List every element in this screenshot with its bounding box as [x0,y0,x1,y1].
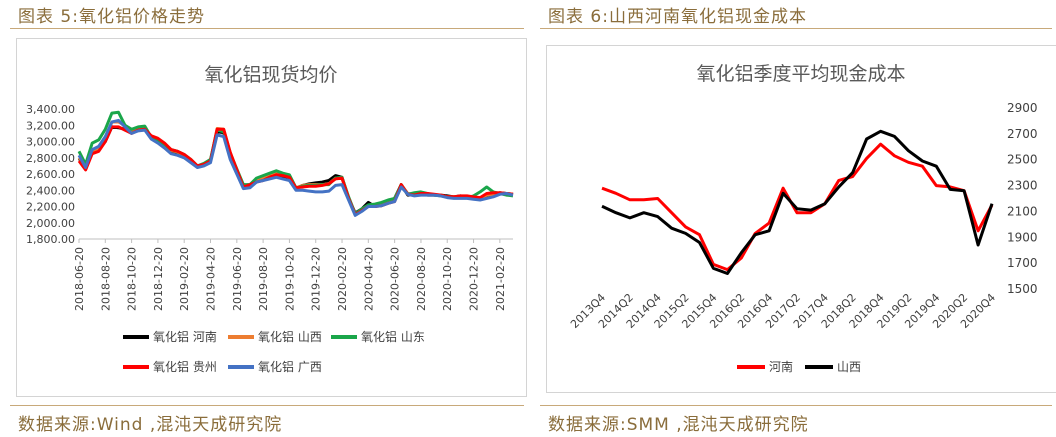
left-figure-caption: 图表 5:氧化铝价格走势 [18,7,205,27]
x-tick-label: 2018-08-20 [99,247,112,311]
y-tick-label: 2900 [1007,101,1038,115]
y-tick-label: 2,200.00 [26,201,75,214]
right-source-note: 数据来源:SMM ,混沌天成研究院 [548,415,809,435]
x-tick-label: 2018-06-20 [73,247,86,311]
x-tick-label: 2019-04-20 [205,247,218,311]
x-tick-label: 2018-12-20 [152,247,165,311]
x-tick-label: 2019-08-20 [257,247,270,311]
x-tick-label: 2018-10-20 [126,247,139,311]
price-chart: 氧化铝现货均价 1,800.00 2,000.00 2,200.00 2,400.00 2… [26,64,514,374]
series-line [77,120,514,216]
x-tick-label: 2019-10-20 [283,247,296,311]
legend-label: 氧化铝 河南 [153,329,217,344]
series-line [77,125,514,217]
y-tick-label: 3,400.00 [26,103,75,116]
y-tick-label: 3,200.00 [26,119,75,132]
series-line [601,129,994,275]
legend-label: 氧化铝 山西 [258,329,322,344]
series-line [77,118,514,217]
y-tick-label: 2,800.00 [26,152,75,165]
legend-label: 氧化铝 山东 [361,329,425,344]
y-tick-label: 1900 [1007,230,1038,244]
x-tick-label: 2020-10-20 [441,247,454,311]
x-tick-label: 2019-12-20 [310,247,323,311]
right-chart-panel: 氧化铝季度平均现金成本 1500 1700 1900 2100 2300 2500 2700 2… [546,45,1056,393]
y-tick-label: 1700 [1007,256,1038,270]
right-bottom-rule [540,405,1052,406]
chart-title: 氧化铝现货均价 [204,64,337,86]
y-tick-label: 2300 [1007,179,1038,193]
right-figure-caption: 图表 6:山西河南氧化铝现金成本 [548,7,807,27]
x-tick-label: 2020-04-20 [362,247,375,311]
y-tick-label: 1500 [1007,282,1038,296]
x-tick-label: 2019-06-20 [231,247,244,311]
y-tick-label: 2100 [1007,204,1038,218]
y-tick-label: 2500 [1007,153,1038,167]
legend-label: 山西 [837,360,861,374]
cost-chart: 氧化铝季度平均现金成本 1500 1700 1900 2100 2300 2500 2700 2… [568,63,1038,374]
left-top-rule [10,28,524,29]
series-line [601,142,994,272]
left-bottom-rule [10,405,524,406]
left-source-note: 数据来源:Wind ,混沌天成研究院 [18,415,283,435]
y-tick-label: 2,600.00 [26,168,75,181]
right-top-rule [540,28,1052,29]
legend-label: 河南 [769,359,793,374]
y-tick-label: 1,800.00 [26,233,75,246]
y-tick-label: 2,400.00 [26,184,75,197]
x-tick-label: 2020-08-20 [415,247,428,311]
x-tick-label: 2020-06-20 [389,247,402,311]
y-tick-label: 3,000.00 [26,136,75,149]
legend-label: 氧化铝 贵州 [153,359,217,374]
y-tick-label: 2700 [1007,127,1038,141]
chart-title: 氧化铝季度平均现金成本 [696,63,905,85]
series-line [77,125,514,215]
x-tick-label: 2019-02-20 [178,247,191,311]
y-tick-label: 2,000.00 [26,217,75,230]
x-tick-label: 2020-02-20 [336,247,349,311]
legend-label: 氧化铝 广西 [258,359,322,374]
x-tick-label: 2021-02-20 [494,247,507,311]
x-tick-label: 2020-12-20 [468,247,481,311]
left-chart-panel: 氧化铝现货均价 1,800.00 2,000.00 2,200.00 2,400.00 2… [16,38,527,397]
